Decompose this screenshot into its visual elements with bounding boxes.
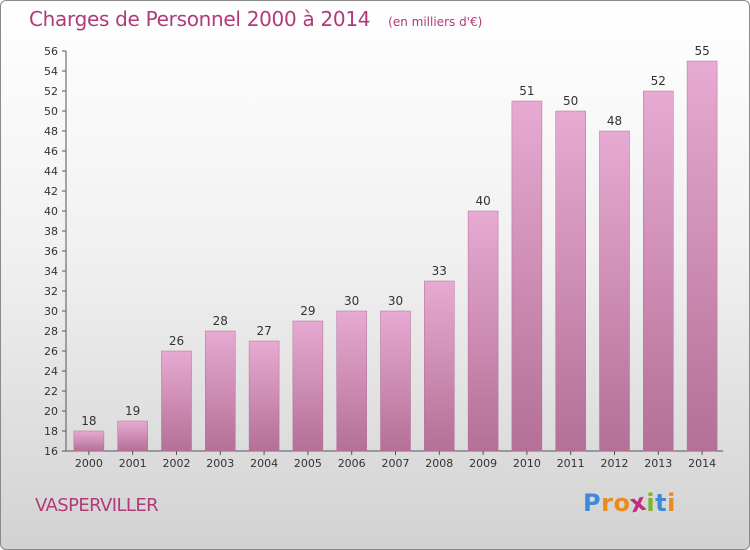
y-tick-label: 24 (44, 365, 58, 378)
title-row: Charges de Personnel 2000 à 2014 (en mill… (29, 7, 482, 31)
bar (380, 310, 411, 452)
data-label: 19 (125, 404, 140, 418)
bar (511, 100, 543, 452)
y-tick-label: 30 (44, 305, 58, 318)
y-tick-label: 44 (44, 165, 58, 178)
y-tick-label: 22 (44, 385, 58, 398)
commune-name: VASPERVILLER (35, 495, 159, 516)
y-tick-label: 42 (44, 185, 58, 198)
data-label: 27 (256, 324, 271, 338)
y-tick-label: 20 (44, 405, 58, 418)
y-tick-label: 52 (44, 85, 58, 98)
x-tick-label: 2006 (338, 457, 366, 470)
data-label: 26 (169, 334, 184, 348)
bar (117, 420, 148, 452)
y-tick-label: 32 (44, 285, 58, 298)
y-tick-label: 18 (44, 425, 58, 438)
bar (161, 350, 192, 452)
data-label: 40 (475, 194, 490, 208)
y-tick-label: 16 (44, 445, 58, 458)
x-tick-label: 2003 (206, 457, 234, 470)
x-tick-label: 2002 (163, 457, 191, 470)
y-tick-label: 38 (44, 225, 58, 238)
y-tick-label: 50 (44, 105, 58, 118)
y-tick-label: 26 (44, 345, 58, 358)
x-tick-label: 2009 (469, 457, 497, 470)
x-tick-label: 2010 (513, 457, 541, 470)
bar (467, 210, 499, 452)
logo-letter: t (655, 489, 668, 517)
data-label: 18 (81, 414, 96, 428)
data-label: 30 (388, 294, 403, 308)
data-label: 55 (694, 44, 709, 58)
bar (599, 130, 630, 452)
x-tick-label: 2008 (425, 457, 453, 470)
data-label: 51 (519, 84, 534, 98)
logo-letter: r (601, 489, 614, 517)
x-tick-label: 2000 (75, 457, 103, 470)
x-tick-label: 2005 (294, 457, 322, 470)
x-tick-label: 2004 (250, 457, 278, 470)
x-tick-label: 2012 (601, 457, 629, 470)
logo-letter: P (583, 489, 602, 517)
x-tick-label: 2011 (557, 457, 585, 470)
y-tick-label: 46 (44, 145, 58, 158)
bar (643, 90, 674, 452)
data-label: 52 (651, 74, 666, 88)
bar (248, 340, 280, 452)
data-label: 33 (432, 264, 447, 278)
logo-letter: i (667, 489, 676, 517)
logo-letter: i (646, 489, 656, 517)
y-tick-label: 40 (44, 205, 58, 218)
bar (424, 280, 455, 452)
chart-subtitle: (en milliers d'€) (388, 15, 483, 29)
y-tick-label: 34 (44, 265, 58, 278)
bar (555, 110, 586, 452)
y-tick-label: 28 (44, 325, 58, 338)
data-label: 29 (300, 304, 315, 318)
bar (686, 60, 718, 452)
bar (73, 430, 105, 452)
y-tick-label: 56 (44, 45, 58, 58)
logo-letter: o (613, 489, 631, 517)
data-label: 28 (213, 314, 228, 328)
x-tick-label: 2001 (119, 457, 147, 470)
data-label: 48 (607, 114, 622, 128)
bar (205, 330, 236, 452)
x-tick-label: 2007 (382, 457, 410, 470)
x-tick-label: 2013 (644, 457, 672, 470)
data-label: 50 (563, 94, 578, 108)
x-tick-label: 2014 (688, 457, 716, 470)
y-tick-label: 36 (44, 245, 58, 258)
data-label: 30 (344, 294, 359, 308)
proxiti-logo: Proxiti (583, 488, 676, 519)
y-tick-label: 54 (44, 65, 58, 78)
bar (292, 320, 324, 452)
y-tick-label: 48 (44, 125, 58, 138)
bar (336, 310, 367, 452)
chart-title: Charges de Personnel 2000 à 2014 (29, 7, 371, 31)
